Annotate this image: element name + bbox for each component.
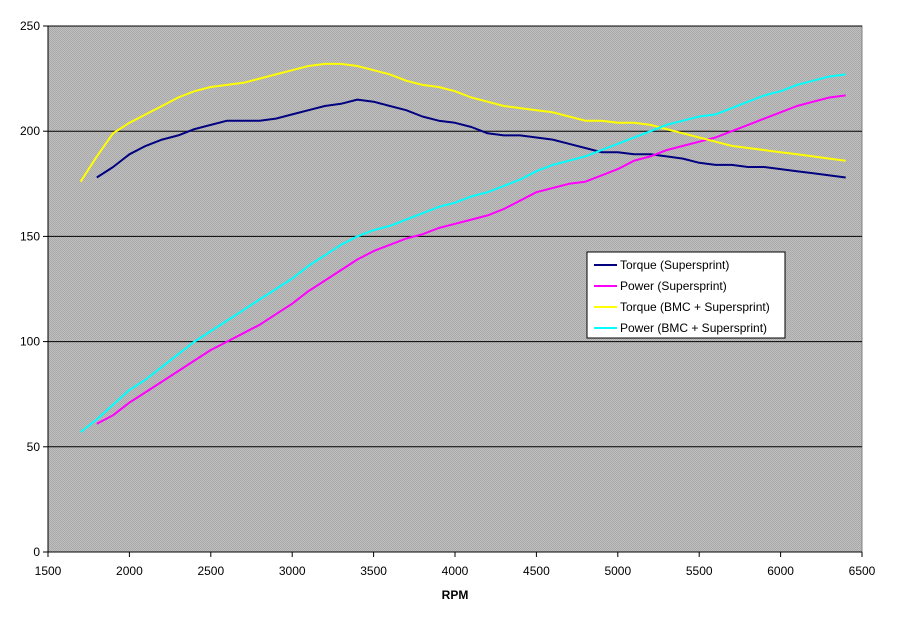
legend-box	[586, 251, 786, 339]
x-tick-label-1500: 1500	[35, 564, 62, 578]
series-line-2	[79, 62, 846, 183]
legend: Torque (Supersprint) Power (Supersprint) T…	[586, 251, 786, 339]
series-line-3	[79, 73, 846, 433]
x-tick-label-2500: 2500	[197, 564, 224, 578]
x-tick-label-4000: 4000	[442, 564, 469, 578]
x-tick-label-6500: 6500	[849, 564, 876, 578]
gridlines	[48, 25, 862, 448]
x-tick-label-3500: 3500	[360, 564, 387, 578]
legend-label-0: Torque (Supersprint)	[620, 258, 729, 272]
y-axis-ticks: 0 50 100 150 200 250	[20, 19, 48, 559]
y-tick-label-0: 0	[33, 545, 40, 559]
y-tick-label-100: 100	[20, 335, 40, 349]
x-tick-label-3000: 3000	[279, 564, 306, 578]
legend-label-1: Power (Supersprint)	[620, 279, 727, 293]
y-tick-label-50: 50	[27, 440, 41, 454]
x-tick-label-2000: 2000	[116, 564, 143, 578]
x-axis-ticks: 1500 2000 2500 3000 3500 4000 4500 5000 5500 6000…	[35, 552, 876, 578]
x-axis-label: RPM	[442, 588, 469, 602]
x-tick-label-6000: 6000	[767, 564, 794, 578]
y-tick-label-150: 150	[20, 229, 40, 243]
legend-label-3: Power (BMC + Supersprint)	[620, 321, 767, 335]
y-tick-label-250: 250	[20, 19, 40, 33]
series-line-0	[96, 98, 846, 179]
series-line-1	[96, 94, 846, 425]
legend-label-2: Torque (BMC + Supersprint)	[620, 300, 770, 314]
x-tick-label-5500: 5500	[686, 564, 713, 578]
series-lines	[79, 62, 846, 433]
x-tick-label-4500: 4500	[523, 564, 550, 578]
y-tick-label-200: 200	[20, 124, 40, 138]
x-tick-label-5000: 5000	[604, 564, 631, 578]
